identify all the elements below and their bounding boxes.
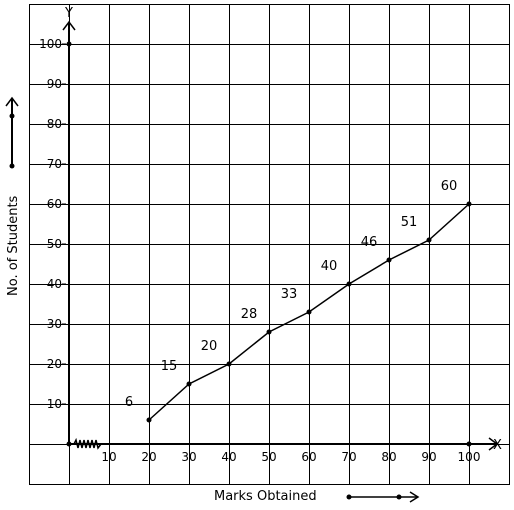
- data-point: [146, 417, 152, 423]
- x-direction-arrowhead: [409, 491, 420, 503]
- y-tick-label: 80: [47, 117, 62, 131]
- x-axis-letter: X: [493, 438, 502, 453]
- data-point: [226, 361, 232, 367]
- x-tick-label: 60: [301, 450, 316, 464]
- tick-labels: 10 20 30 40 50 60 70 80 90 100 10 20 30 40 50 60 70 80 90 1…: [39, 37, 480, 464]
- y-axis-title: No. of Students: [6, 195, 21, 296]
- data-point: [386, 257, 392, 263]
- data-label: 15: [161, 359, 178, 374]
- x-tick-label: 80: [381, 450, 396, 464]
- x-tick-label: 10: [101, 450, 116, 464]
- x-direction-dot: [346, 494, 352, 500]
- y-tick-label: 20: [47, 357, 62, 371]
- x-tick-label: 70: [341, 450, 356, 464]
- y-axis-end-point: [66, 41, 72, 47]
- y-tick-label: 100: [39, 37, 62, 51]
- data-point: [266, 329, 272, 335]
- grid: [29, 4, 510, 485]
- x-axis-end-point: [466, 441, 472, 447]
- x-axis-title: Marks Obtained: [214, 489, 317, 504]
- data-label: 60: [441, 179, 458, 194]
- x-tick-label: 40: [221, 450, 236, 464]
- y-tick-label: 90: [47, 77, 62, 91]
- y-direction-dot: [9, 113, 15, 119]
- y-tick-label: 10: [47, 397, 62, 411]
- data-point: [346, 281, 352, 287]
- y-tick-label: 40: [47, 277, 62, 291]
- x-tick-label: 100: [458, 450, 481, 464]
- axis-labels: X Y Marks Obtained No. of Students: [6, 6, 502, 504]
- data-label: 20: [201, 339, 218, 354]
- axes: [62, 20, 499, 451]
- y-tick-label: 50: [47, 237, 62, 251]
- x-tick-label: 20: [141, 450, 156, 464]
- data-label: 28: [241, 307, 258, 322]
- y-axis-letter: Y: [64, 6, 73, 21]
- data-label: 6: [125, 395, 133, 410]
- y-direction-dot: [9, 163, 15, 169]
- x-tick-label: 90: [421, 450, 436, 464]
- y-tick-label: 60: [47, 197, 62, 211]
- data-point: [466, 201, 472, 207]
- x-tick-label: 50: [261, 450, 276, 464]
- y-tick-label: 70: [47, 157, 62, 171]
- data-label: 33: [281, 287, 298, 302]
- y-axis-arrowhead: [62, 20, 76, 31]
- y-tick-label: 30: [47, 317, 62, 331]
- x-axis-arrowhead: [488, 437, 499, 451]
- direction-arrows: [5, 96, 420, 503]
- data-point: [186, 381, 192, 387]
- y-direction-arrowhead: [5, 96, 19, 107]
- data-label: 46: [361, 235, 378, 250]
- x-direction-dot: [396, 494, 402, 500]
- data-series: 6 15 20 28 33 40 46 51 60: [125, 179, 472, 423]
- data-point: [426, 237, 432, 243]
- data-point: [306, 309, 312, 315]
- x-tick-label: 30: [181, 450, 196, 464]
- axis-break-zigzag: [73, 437, 102, 450]
- data-label: 51: [401, 215, 418, 230]
- data-label: 40: [321, 259, 338, 274]
- origin-point: [66, 441, 72, 447]
